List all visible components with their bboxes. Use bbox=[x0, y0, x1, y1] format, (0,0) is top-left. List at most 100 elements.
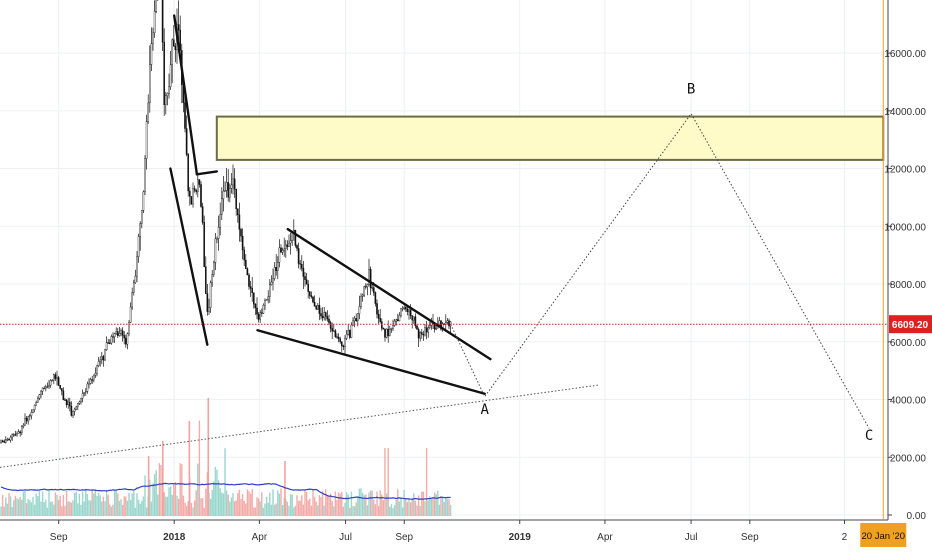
candle-body bbox=[273, 267, 276, 279]
candle-body bbox=[48, 384, 50, 387]
candle-body bbox=[328, 318, 330, 323]
volume-bar bbox=[422, 491, 425, 516]
volume-bar bbox=[405, 498, 407, 516]
candle-body bbox=[73, 408, 76, 412]
candle-body bbox=[97, 361, 100, 366]
volume-bar bbox=[238, 489, 241, 516]
candle-body bbox=[283, 248, 286, 251]
candle-body bbox=[108, 342, 111, 344]
volume-bar bbox=[267, 502, 269, 516]
candle-body bbox=[411, 315, 414, 321]
candle-body bbox=[272, 278, 274, 283]
candle-body bbox=[408, 309, 410, 313]
candle-body bbox=[344, 338, 346, 348]
volume-bar bbox=[385, 493, 388, 516]
volume-bar bbox=[104, 501, 106, 516]
volume-bar bbox=[291, 494, 293, 516]
volume-bar bbox=[65, 491, 68, 516]
volume-bar bbox=[216, 469, 218, 516]
candle-body bbox=[217, 227, 220, 239]
y-tick-label: 4000.00 bbox=[890, 396, 927, 407]
volume-bar bbox=[134, 507, 137, 516]
volume-bar bbox=[150, 501, 153, 516]
candle-body bbox=[347, 330, 350, 335]
candle-body bbox=[294, 229, 297, 246]
candle-body bbox=[352, 320, 354, 326]
volume-bar bbox=[3, 506, 5, 516]
volume-bar bbox=[441, 497, 444, 516]
candle-body bbox=[196, 179, 199, 192]
candle-body bbox=[387, 328, 390, 336]
volume-bar bbox=[448, 499, 450, 516]
x-axis-panel bbox=[0, 521, 932, 550]
volume-bar bbox=[253, 507, 255, 516]
candle-body bbox=[211, 274, 214, 283]
volume-bar bbox=[221, 492, 223, 516]
candle-body bbox=[403, 307, 406, 309]
candle-body bbox=[75, 406, 77, 410]
candle-body bbox=[265, 299, 268, 301]
volume-bar bbox=[294, 505, 297, 516]
candle-body bbox=[86, 383, 89, 392]
volume-bar bbox=[193, 500, 196, 516]
candle-body bbox=[65, 399, 68, 406]
candle-body bbox=[278, 247, 281, 263]
volume-bar bbox=[94, 488, 97, 516]
volume-bar bbox=[197, 463, 199, 516]
volume-bar bbox=[171, 494, 173, 516]
candle-body bbox=[389, 329, 391, 336]
volume-bar bbox=[201, 498, 204, 516]
volume-bar bbox=[48, 489, 50, 516]
volume-bar bbox=[374, 504, 377, 516]
candle-body bbox=[357, 313, 359, 322]
candle-body bbox=[17, 431, 20, 434]
volume-bar bbox=[225, 490, 228, 516]
volume-bar bbox=[185, 505, 188, 516]
volume-bar bbox=[115, 490, 117, 516]
volume-bar bbox=[413, 493, 415, 516]
candle-body bbox=[168, 86, 170, 94]
y-tick-label: 8000.00 bbox=[890, 280, 927, 291]
candle-body bbox=[54, 374, 57, 379]
x-tick-label: Jul bbox=[339, 532, 352, 543]
candle-body bbox=[259, 312, 262, 320]
volume-bar bbox=[409, 502, 412, 516]
volume-bar bbox=[207, 398, 210, 516]
candle-body bbox=[139, 223, 142, 237]
volume-bar bbox=[438, 504, 441, 516]
candle-body bbox=[195, 190, 198, 192]
drop-line bbox=[169, 167, 209, 346]
volume-bar bbox=[192, 507, 194, 516]
candle-body bbox=[382, 327, 385, 330]
volume-bar bbox=[80, 504, 82, 516]
volume-bar bbox=[117, 493, 119, 516]
volume-bar bbox=[211, 490, 213, 516]
candle-body bbox=[286, 244, 289, 247]
candle-body bbox=[241, 236, 244, 251]
volume-bar bbox=[419, 505, 421, 516]
candle-body bbox=[49, 380, 52, 386]
volume-bar bbox=[96, 495, 98, 516]
volume-bar bbox=[369, 490, 372, 516]
volume-bar bbox=[17, 499, 20, 516]
projection-path bbox=[450, 112, 870, 429]
candle-body bbox=[131, 292, 134, 308]
volume-bar bbox=[339, 493, 341, 516]
volume-bar bbox=[353, 506, 356, 516]
volume-bar bbox=[321, 491, 324, 516]
volume-bar bbox=[347, 494, 349, 516]
candle-body bbox=[244, 259, 247, 269]
candle-body bbox=[29, 415, 31, 417]
volume-bar bbox=[312, 489, 314, 516]
volume-bar bbox=[341, 491, 343, 516]
volume-bar bbox=[446, 498, 449, 516]
volume-bar bbox=[360, 488, 362, 516]
volume-bar bbox=[56, 494, 58, 516]
volume-bar bbox=[227, 494, 229, 516]
candle-body bbox=[104, 349, 106, 361]
candle-body bbox=[345, 333, 348, 339]
candle-body bbox=[110, 336, 113, 344]
candle-body bbox=[299, 263, 302, 265]
